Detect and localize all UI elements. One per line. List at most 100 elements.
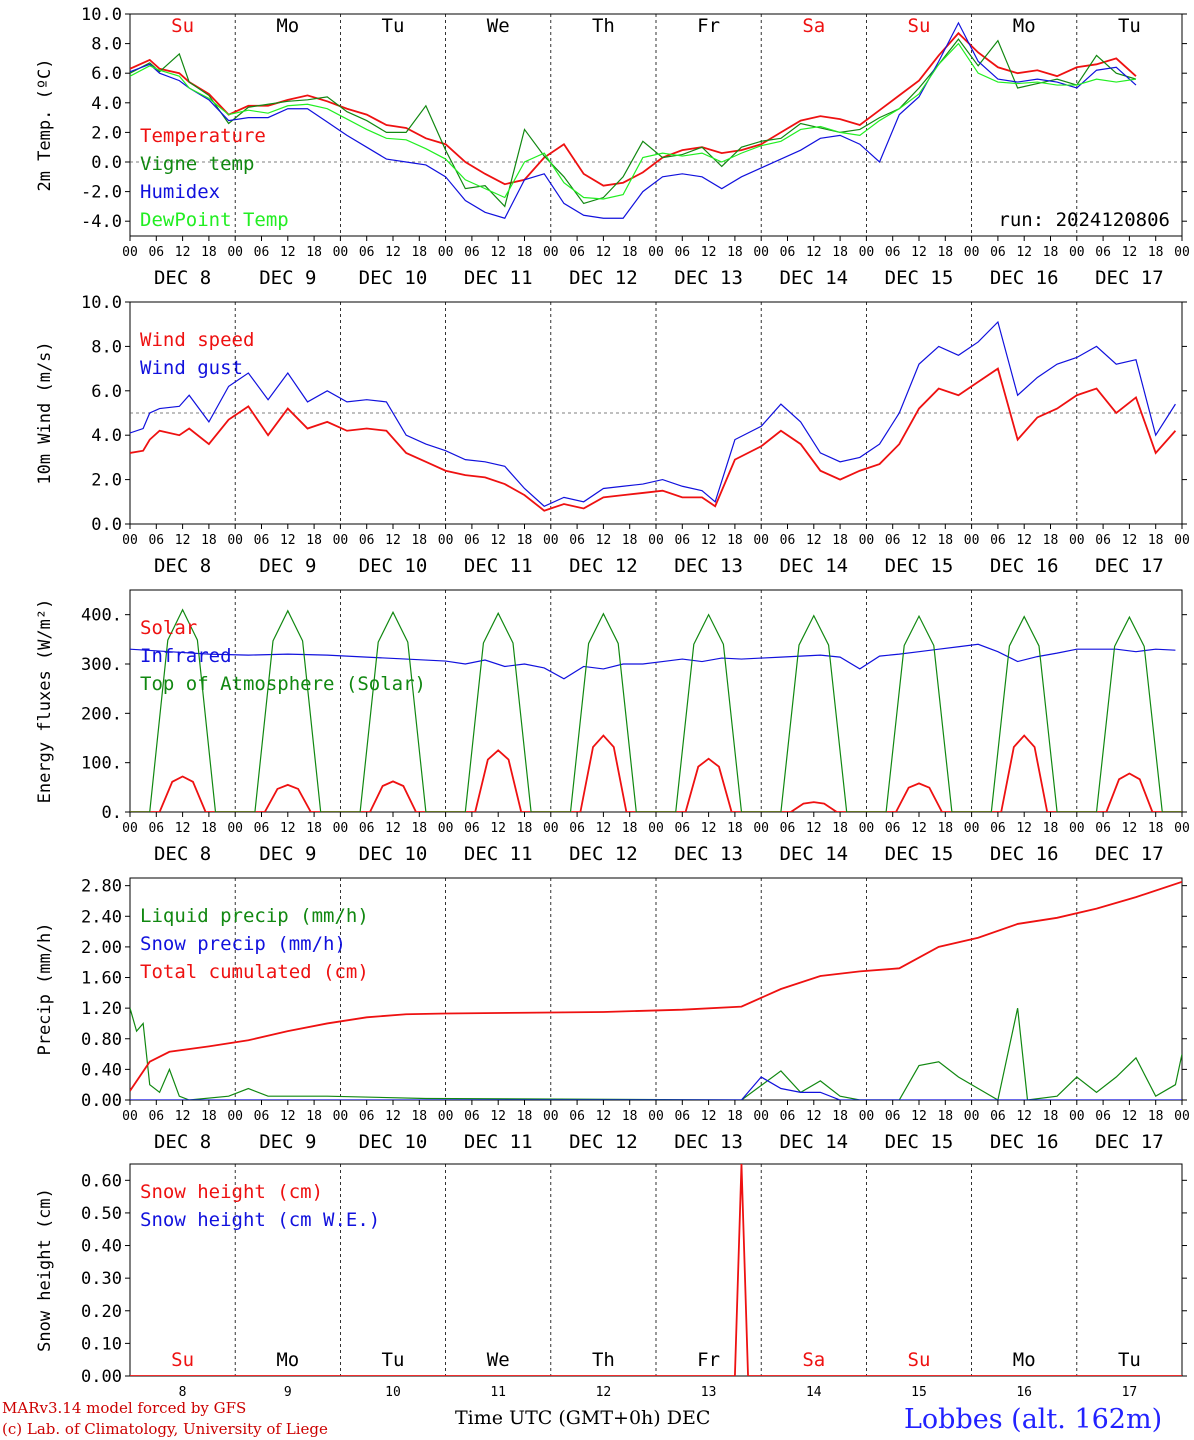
hour-tick-label: 06: [885, 533, 901, 548]
hour-tick-label: 18: [1043, 1109, 1059, 1124]
hour-tick-label: 12: [596, 821, 612, 836]
hour-tick-label: 00: [333, 1109, 349, 1124]
hour-tick-label: 12: [175, 533, 191, 548]
day-date-label: DEC 9: [259, 267, 316, 289]
hour-tick-label: 12: [806, 821, 822, 836]
hour-tick-label: 00: [964, 821, 980, 836]
hour-tick-label: 06: [148, 245, 164, 260]
hour-tick-label: 12: [490, 245, 506, 260]
hour-tick-label: 00: [122, 821, 138, 836]
legend-entry: Wind speed: [140, 329, 254, 351]
series-snow-precip-mm-h-: [130, 1076, 1182, 1100]
series-dewpoint-temp: [130, 42, 1137, 200]
hour-tick-label: 06: [1095, 533, 1111, 548]
hour-tick-label: 12: [175, 1109, 191, 1124]
panel-5: 0.60 0.50 0.40 0.30 0.20 0.10 0.00 Snow height …: [35, 1163, 1187, 1400]
day-date-label: DEC 17: [1095, 267, 1164, 289]
hour-tick-label: 06: [674, 1109, 690, 1124]
hour-tick-label: 18: [727, 1109, 743, 1124]
hour-tick-label: 18: [306, 245, 322, 260]
hour-tick-label: 00: [122, 245, 138, 260]
hour-tick-label: 00: [438, 533, 454, 548]
hour-tick-label: 06: [148, 1109, 164, 1124]
day-date-label: DEC 13: [674, 555, 743, 577]
series-solar: [130, 734, 1182, 812]
lab-credit: (c) Lab. of Climatology, University of L…: [2, 1420, 328, 1438]
hour-tick-label: 12: [175, 245, 191, 260]
hour-tick-label: 12: [806, 245, 822, 260]
hour-tick-label: 06: [780, 821, 796, 836]
hour-tick-label: 00: [1174, 533, 1190, 548]
plot-area: [130, 608, 1182, 812]
hour-tick-label: 00: [122, 1109, 138, 1124]
hour-tick-label: 00: [859, 533, 875, 548]
y-tick-label: 0.50: [81, 1204, 122, 1224]
hour-tick-label: 12: [806, 533, 822, 548]
day-date-label: DEC 15: [885, 843, 954, 865]
hour-tick-label: 06: [990, 821, 1006, 836]
day-number-label: 17: [1122, 1385, 1138, 1400]
hour-tick-label: 06: [780, 245, 796, 260]
hour-tick-label: 00: [753, 245, 769, 260]
hour-tick-label: 12: [280, 533, 296, 548]
hour-tick-label: 00: [964, 245, 980, 260]
y-tick-label: 4.0: [91, 426, 122, 446]
weekday-label: Tu: [382, 15, 405, 37]
hour-tick-label: 18: [1148, 245, 1164, 260]
hour-tick-label: 18: [832, 533, 848, 548]
legend-entry: Wind gust: [140, 357, 243, 379]
series-top-of-atmosphere-solar-: [130, 608, 1182, 812]
x-axis-title: Time UTC (GMT+0h) DEC: [455, 1407, 710, 1429]
hour-tick-label: 06: [254, 1109, 270, 1124]
day-date-label: DEC 17: [1095, 1131, 1164, 1153]
hour-tick-label: 18: [201, 821, 217, 836]
hour-tick-label: 18: [622, 245, 638, 260]
y-tick-label: 1.20: [81, 999, 122, 1019]
y-axis-label: 10m Wind (m/s): [35, 341, 55, 484]
legend-entry: Snow height (cm): [140, 1181, 323, 1203]
weekday-label: Tu: [1118, 1349, 1141, 1371]
weekday-label: Mo: [1013, 15, 1036, 37]
hour-tick-label: 06: [464, 533, 480, 548]
day-date-label: DEC 13: [674, 267, 743, 289]
y-tick-label: -4.0: [81, 212, 122, 232]
day-date-label: DEC 9: [259, 1131, 316, 1153]
weekday-label: Tu: [382, 1349, 405, 1371]
day-number-label: 13: [701, 1385, 717, 1400]
hour-tick-label: 00: [648, 821, 664, 836]
y-axis-label: Energy fluxes (W/m²): [35, 599, 55, 804]
day-date-label: DEC 16: [990, 267, 1059, 289]
hour-tick-label: 12: [490, 533, 506, 548]
hour-tick-label: 00: [227, 1109, 243, 1124]
hour-tick-label: 12: [385, 1109, 401, 1124]
station-name: Lobbes (alt. 162m): [904, 1404, 1162, 1435]
hour-tick-label: 00: [859, 821, 875, 836]
y-tick-label: 0.0: [91, 515, 122, 535]
series-liquid-precip-mm-h-: [130, 1007, 1182, 1100]
y-tick-label: 200.: [81, 704, 122, 724]
day-date-label: DEC 14: [779, 267, 848, 289]
day-date-label: DEC 10: [359, 555, 428, 577]
hour-tick-label: 00: [1069, 245, 1085, 260]
y-tick-label: 0.30: [81, 1269, 122, 1289]
hour-tick-label: 00: [648, 533, 664, 548]
hour-tick-label: 12: [701, 821, 717, 836]
day-date-label: DEC 8: [154, 555, 211, 577]
hour-tick-label: 00: [438, 245, 454, 260]
hour-tick-label: 06: [1095, 1109, 1111, 1124]
hour-tick-label: 00: [543, 533, 559, 548]
hour-tick-label: 12: [911, 533, 927, 548]
weekday-label: Tu: [1118, 15, 1141, 37]
hour-tick-label: 06: [990, 533, 1006, 548]
hour-tick-label: 00: [753, 821, 769, 836]
hour-tick-label: 00: [227, 533, 243, 548]
weekday-label: We: [487, 1349, 510, 1371]
y-tick-label: 0.: [102, 803, 122, 823]
hour-tick-label: 06: [254, 821, 270, 836]
legend-entry: Temperature: [140, 125, 266, 147]
day-date-label: DEC 12: [569, 555, 638, 577]
day-date-label: DEC 12: [569, 267, 638, 289]
hour-tick-label: 12: [911, 1109, 927, 1124]
hour-tick-label: 18: [727, 245, 743, 260]
y-tick-label: 2.0: [91, 471, 122, 491]
